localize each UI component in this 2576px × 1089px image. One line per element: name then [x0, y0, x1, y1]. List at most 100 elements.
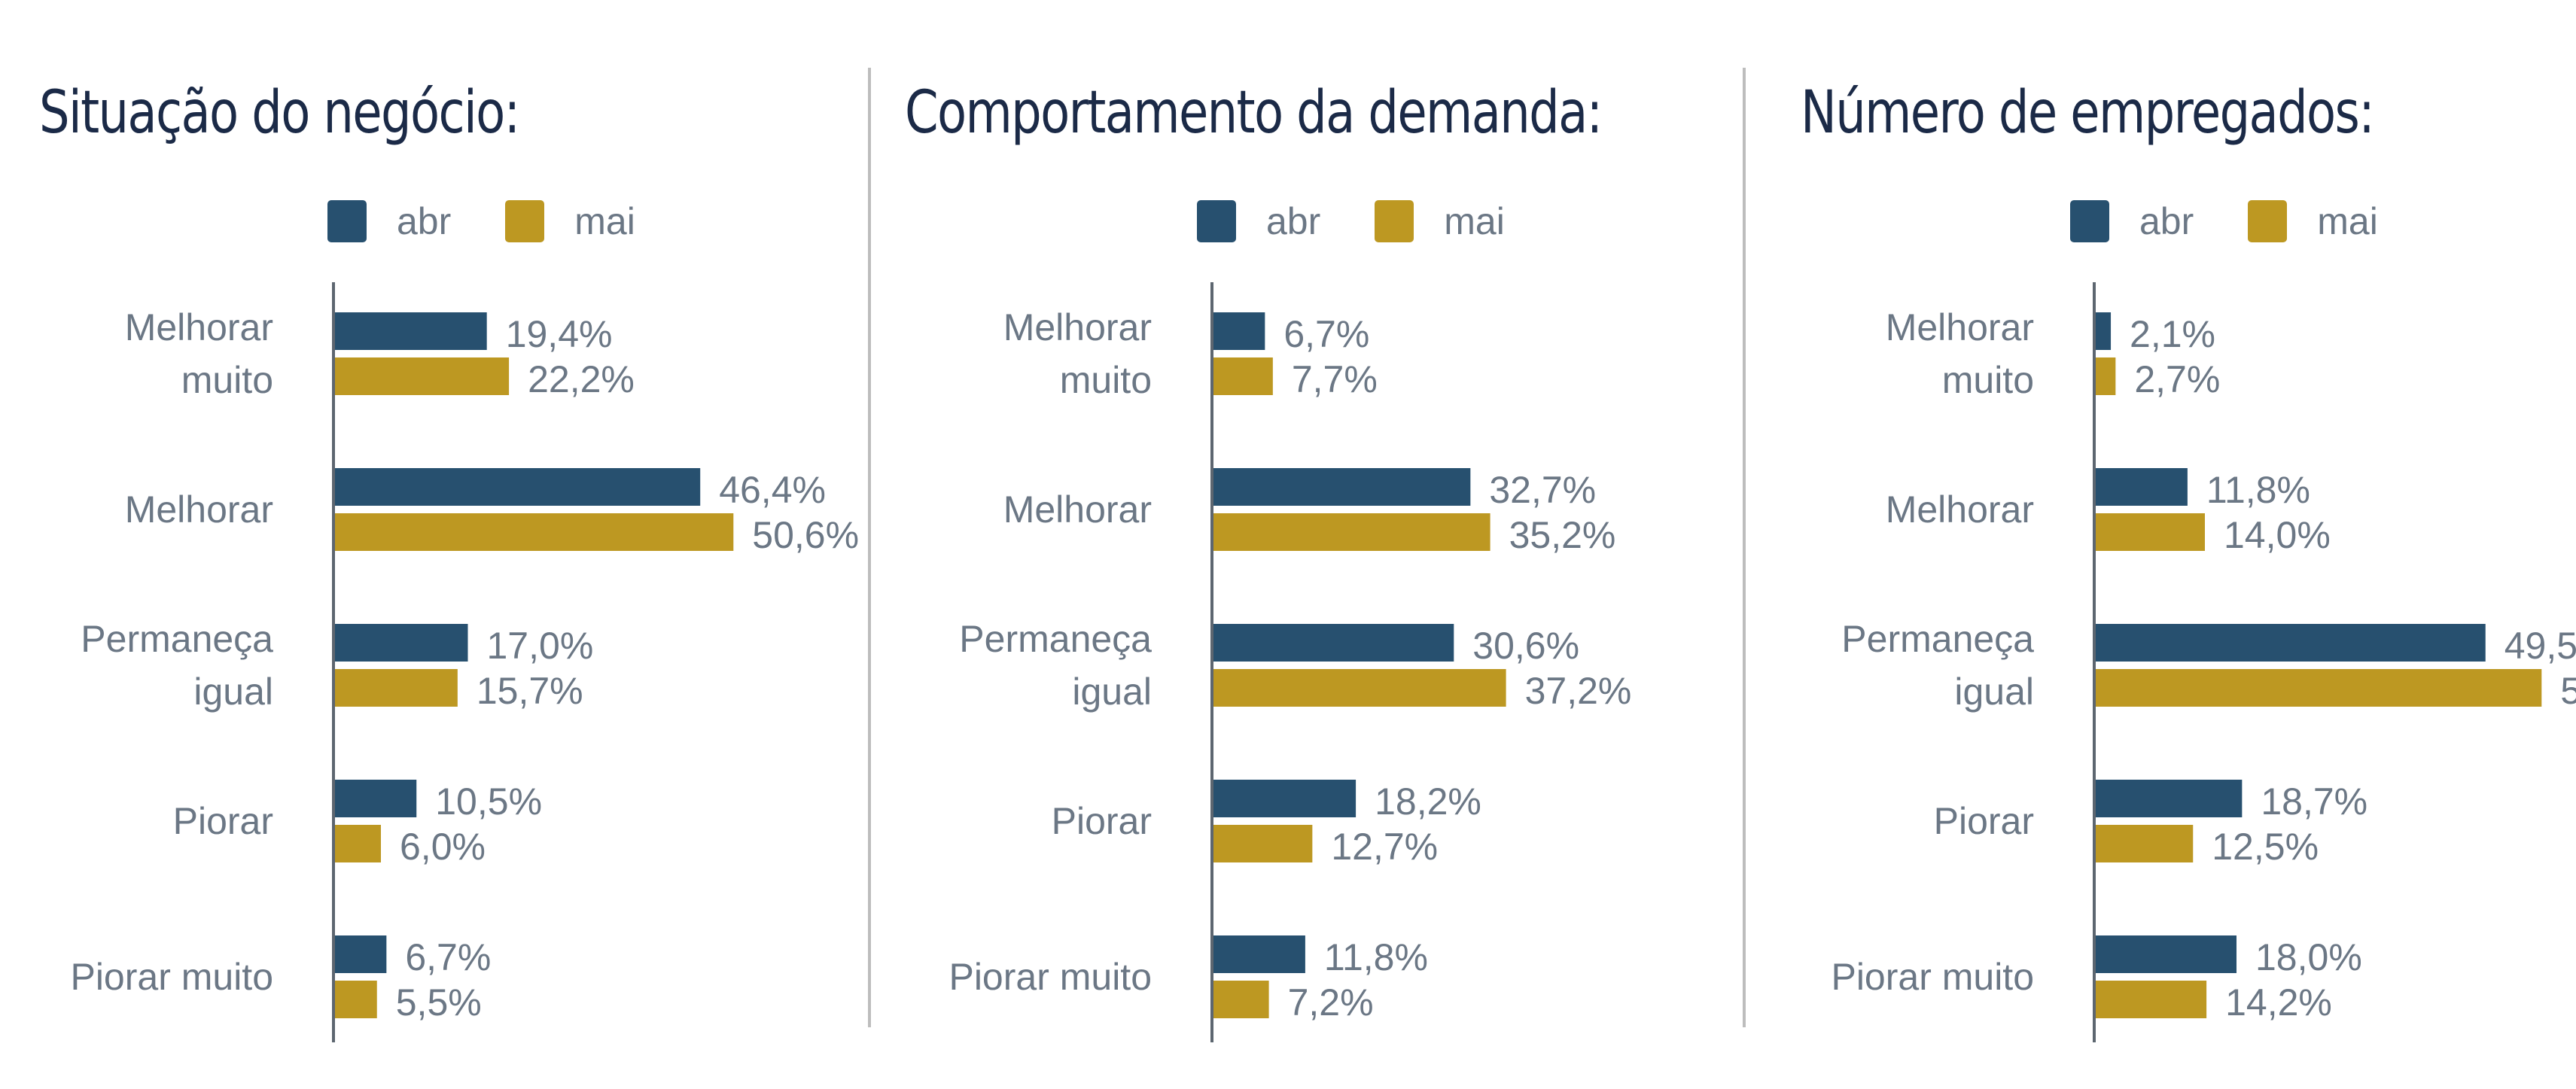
data-label-mai: 15,7% — [477, 670, 583, 712]
chart-panel-situacao: Situação do negócio: abr mai Melhorar mui… — [0, 0, 866, 1089]
bar-mai — [333, 981, 377, 1018]
legend-swatch-abr — [327, 200, 367, 242]
bar-abr — [2094, 780, 2243, 817]
category-label: Piorar — [1052, 800, 1152, 842]
data-label-mai: 2,7% — [2134, 358, 2220, 400]
category-label: Melhorar muito — [125, 306, 273, 401]
data-label-mai: 37,2% — [1525, 670, 1632, 712]
legend-label-mai: mai — [574, 200, 635, 242]
category-label: Melhorar muito — [1003, 306, 1152, 401]
bar-abr — [2094, 468, 2188, 506]
data-label-abr: 11,8% — [1324, 936, 1428, 978]
bar-mai — [333, 357, 510, 395]
data-label-mai: 6,0% — [400, 826, 486, 868]
category-label: Piorar muito — [70, 956, 273, 998]
category-label: Permaneça igual — [959, 618, 1152, 713]
bar-chart: Melhorar muito 2,1%2,7% Melhorar 11,8%14,0% P… — [1831, 282, 2576, 1042]
bar-mai — [333, 825, 381, 862]
category-label: Piorar — [1934, 800, 2034, 842]
bar-abr — [2094, 624, 2486, 662]
bar-abr — [333, 468, 701, 506]
legend-label-abr: abr — [1266, 200, 1321, 242]
chart-legend: abr mai — [1197, 199, 1559, 244]
bar-mai — [333, 513, 734, 551]
data-label-abr: 11,8% — [2206, 469, 2310, 511]
bar-mai — [1212, 513, 1490, 551]
bar-mai — [2094, 357, 2116, 395]
data-label-mai: 12,5% — [2212, 826, 2319, 868]
bar-abr — [1212, 468, 1471, 506]
data-label-mai: 14,0% — [2224, 514, 2331, 556]
category-label: Permaneça igual — [81, 618, 273, 713]
data-label-abr: 19,4% — [506, 313, 613, 355]
bar-chart: Melhorar muito 19,4%22,2% Melhorar 46,4%50,6… — [70, 282, 859, 1042]
bar-abr — [333, 312, 487, 350]
legend-swatch-abr — [2070, 200, 2109, 242]
chart-title: Número de empregados: — [1801, 79, 2375, 147]
data-label-abr: 10,5% — [435, 780, 542, 823]
data-label-abr: 18,2% — [1375, 780, 1481, 823]
bar-mai — [333, 669, 458, 707]
chart-panel-empregados: Número de empregados: abr mai Melhorar mu… — [1731, 0, 2576, 1089]
data-label-abr: 49,5% — [2504, 625, 2576, 667]
bar-abr — [2094, 312, 2112, 350]
bar-mai — [2094, 669, 2542, 707]
data-label-mai: 22,2% — [528, 358, 635, 400]
category-label: Melhorar — [1003, 488, 1152, 531]
legend-label-mai: mai — [2317, 200, 2378, 242]
data-label-abr: 6,7% — [405, 936, 491, 978]
data-label-mai: 7,7% — [1292, 358, 1378, 400]
bar-chart: Melhorar muito 6,7%7,7% Melhorar 32,7%35,2% P… — [948, 282, 1632, 1042]
bar-mai — [2094, 981, 2207, 1018]
bar-mai — [1212, 357, 1273, 395]
chart-legend: abr mai — [327, 199, 690, 244]
data-label-mai: 14,2% — [2225, 981, 2332, 1024]
category-label: Melhorar muito — [1886, 306, 2034, 401]
legend-label-abr: abr — [397, 200, 452, 242]
legend-swatch-abr — [1197, 200, 1236, 242]
chart-panel-demanda: Comportamento da demanda: abr mai Melhor… — [866, 0, 1731, 1089]
bar-mai — [1212, 669, 1506, 707]
bar-abr — [333, 624, 468, 662]
data-label-abr: 2,1% — [2130, 313, 2215, 355]
bar-abr — [1212, 780, 1357, 817]
bar-mai — [1212, 981, 1269, 1018]
panel-divider — [868, 68, 871, 1027]
data-label-mai: 7,2% — [1288, 981, 1374, 1024]
chart-title: Comportamento da demanda: — [905, 79, 1603, 147]
legend-label-mai: mai — [1444, 200, 1505, 242]
chart-legend: abr mai — [2070, 199, 2432, 244]
chart-title: Situação do negócio: — [39, 79, 520, 147]
data-label-abr: 17,0% — [487, 625, 594, 667]
category-label: Piorar — [173, 800, 273, 842]
data-label-abr: 18,7% — [2261, 780, 2367, 823]
data-label-mai: 35,2% — [1509, 514, 1616, 556]
category-label: Melhorar — [1886, 488, 2034, 531]
bar-mai — [1212, 825, 1313, 862]
legend-swatch-mai — [1375, 200, 1414, 242]
category-label: Piorar muito — [948, 956, 1152, 998]
legend-swatch-mai — [2248, 200, 2288, 242]
data-label-mai: 12,7% — [1331, 826, 1438, 868]
bar-mai — [2094, 513, 2205, 551]
data-label-abr: 32,7% — [1489, 469, 1596, 511]
bar-abr — [1212, 935, 1305, 973]
data-label-abr: 30,6% — [1472, 625, 1579, 667]
bar-abr — [2094, 935, 2236, 973]
legend-label-abr: abr — [2139, 200, 2194, 242]
bar-abr — [333, 780, 417, 817]
category-label: Melhorar — [125, 488, 273, 531]
bar-abr — [333, 935, 387, 973]
category-label: Piorar muito — [1831, 956, 2034, 998]
category-label: Permaneça igual — [1841, 618, 2034, 713]
data-label-abr: 18,0% — [2255, 936, 2362, 978]
bar-abr — [1212, 312, 1265, 350]
data-label-abr: 46,4% — [719, 469, 826, 511]
legend-swatch-mai — [505, 200, 545, 242]
data-label-mai: 50,6% — [752, 514, 859, 556]
data-label-mai: 56,6% — [2560, 670, 2576, 712]
data-label-mai: 5,5% — [396, 981, 482, 1024]
bar-abr — [1212, 624, 1454, 662]
panel-divider — [1743, 68, 1746, 1027]
bar-mai — [2094, 825, 2194, 862]
